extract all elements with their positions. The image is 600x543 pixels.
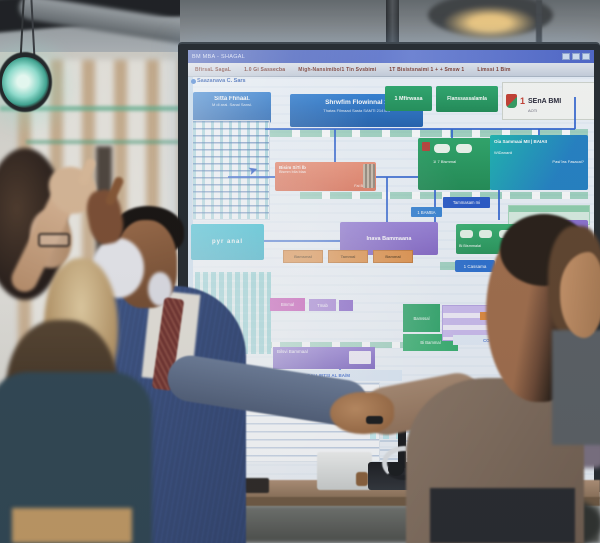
thumbnail-icon (363, 164, 375, 188)
wristwatch (366, 416, 383, 424)
desk-edge (190, 497, 600, 506)
flow-chip-magenta: Bmmal (270, 298, 305, 311)
flow-chip-blue: Tammasam mi (443, 197, 490, 208)
support-pole (386, 0, 399, 47)
flow-node-teal-gradient: Oia Sammaai MII | BAIAII WiDananii Pasi?… (490, 135, 588, 190)
support-pole-thin (536, 0, 542, 45)
panel-header (509, 206, 589, 212)
logo-wrap: SEnA BMI AOTI (528, 90, 561, 113)
connector-line (265, 128, 575, 130)
menu-item: 1T Bisistsnaimi 1 + + Smsw 1 (389, 66, 465, 73)
tab-label: Saazanava C. Sars (197, 78, 246, 84)
right-edge-woman-shoulder (552, 330, 600, 445)
glasses (38, 233, 70, 247)
flow-header-green-1: 1 Mfirwasa (385, 86, 432, 111)
menu-item: Limssi 1 Bim (477, 66, 511, 73)
node-text: 1I 7 Bismmal (433, 159, 457, 164)
tab-icon (191, 79, 196, 84)
logo-subtext: AOTI (528, 107, 538, 113)
logo-prefix: 1 (520, 96, 526, 106)
connector-line (334, 129, 336, 162)
flow-chip-blue: 1 Cassama (455, 260, 495, 272)
flow-header-green-2: Flanssassalamla (436, 86, 498, 112)
man-right-pants (430, 488, 575, 543)
flow-node-salmon: Bisim SiTi lb Bismm bila blaa Fai Bismmi (275, 162, 376, 191)
flow-chip-blue: 1 BAMBA (411, 207, 442, 217)
connector-line (574, 97, 576, 129)
menu-item: Migh-Nansimibo/1 Tin Svsbimi (298, 66, 377, 73)
connector-line (386, 177, 388, 224)
logo-text: SEnA BMI (528, 97, 562, 105)
warm-ceiling-lamp (444, 6, 536, 40)
pill-icon (479, 230, 493, 238)
flow-node-green-small: Bamssal (403, 304, 440, 332)
connector-line (451, 129, 453, 138)
red-chip-icon (422, 142, 430, 151)
pill-icon (456, 144, 473, 153)
brunette-woman-pants (12, 508, 132, 543)
right-edge-woman-face (560, 252, 600, 338)
orange-chip: Bamsmal (283, 250, 323, 263)
menubar: BfirsaL SagaL 1.0 Gi Sassecba Migh-Nansi… (188, 63, 594, 77)
orange-chip: Bammal (373, 250, 413, 263)
flow-chip-violet: Tmab (309, 299, 336, 311)
orange-chip: Tammal (328, 250, 368, 263)
connector-line (498, 190, 500, 220)
close-icon (582, 53, 590, 60)
window-controls (562, 53, 590, 60)
pill-icon (434, 144, 450, 153)
node-subtitle: M di arai. Sanai Sansi. (211, 102, 253, 107)
handshake-hands (330, 392, 394, 434)
flow-chip-violet-small (339, 300, 353, 311)
shield-logo-icon (506, 94, 517, 108)
menu-item: 1.0 Gi Sassecba (244, 66, 286, 73)
menu-item: BfirsaL SagaL (195, 66, 232, 73)
pill-icon (460, 230, 473, 238)
window-title: BM MBA - SHAGAL (192, 53, 246, 60)
pendant-lamp-teal-glow (2, 57, 49, 108)
maximize-icon (572, 53, 580, 60)
small-cup (356, 472, 368, 486)
white-chip-icon (349, 351, 371, 364)
window-titlebar: BM MBA - SHAGAL (188, 50, 594, 63)
window-accent-line (26, 140, 186, 144)
connector-line (263, 240, 340, 242)
node-text: Pasi?as Fasacai? (552, 159, 584, 164)
window-accent-line (0, 106, 186, 111)
purple-banner: Bilsvi Bammaal (273, 347, 375, 369)
node-text: Bismm bila blaa (279, 170, 306, 174)
minimize-icon (562, 53, 570, 60)
headphone-earcup (388, 462, 404, 476)
flow-node-green: 1I 7 Bismmal (418, 138, 491, 190)
flow-node-cyan: pyr anal (191, 224, 264, 260)
orange-chip-row: Bamsmal Tammal Bammal (283, 250, 413, 263)
brand-logo-box: 1 SEnA BMI AOTI (502, 82, 594, 120)
flow-header-blue-1: Sitta Fhnaal. M di arai. Sanai Sansi. (193, 92, 271, 123)
node-text: WiDananii (494, 150, 513, 155)
node-text: Oia Sammaai MII | BAIAII (494, 139, 548, 144)
